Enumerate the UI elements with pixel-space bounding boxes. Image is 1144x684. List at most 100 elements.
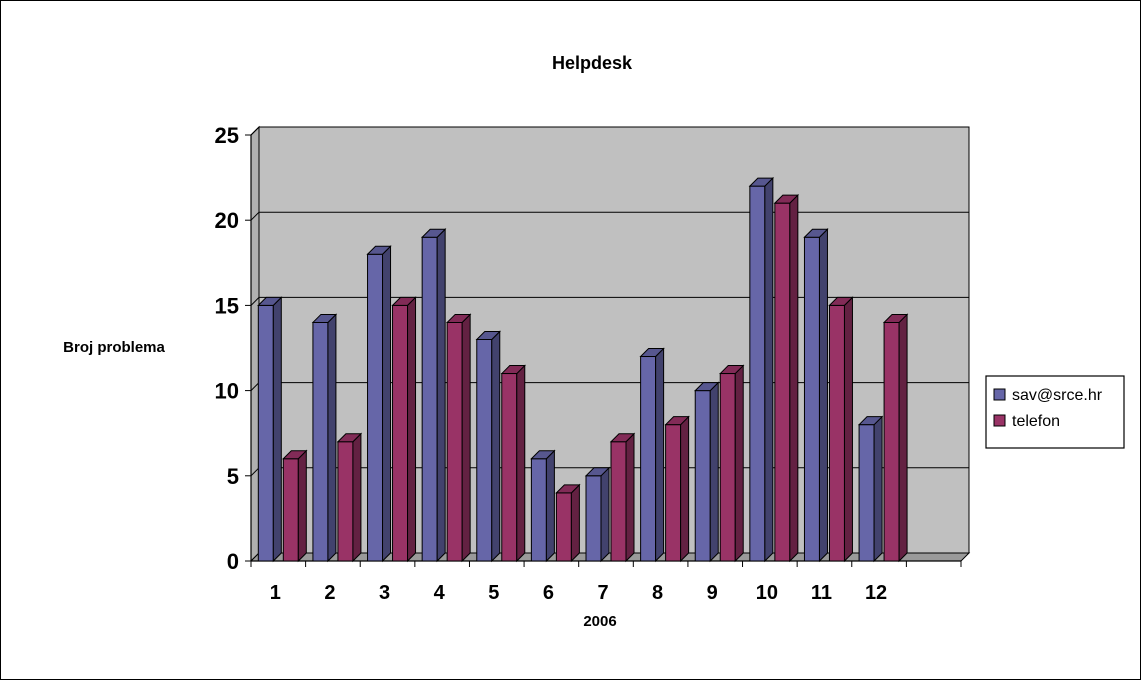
bar-front [312, 321, 329, 562]
bar-side [436, 228, 446, 563]
bar-front [828, 304, 845, 562]
bar-side [382, 245, 392, 563]
bar-side [709, 381, 719, 563]
legend-label-sav: sav@srce.hr [1012, 387, 1103, 404]
bar-front [367, 253, 384, 562]
bar-top [609, 433, 636, 443]
bar-top [311, 313, 338, 323]
gridline-side [250, 382, 260, 391]
bar-top [694, 382, 720, 392]
bar-side [680, 415, 690, 563]
bar-side [818, 228, 828, 563]
bar-top [530, 450, 556, 460]
bar-telefon-2 [336, 432, 363, 563]
bar-front [392, 304, 409, 562]
bar-front [337, 441, 354, 562]
bar-front [774, 202, 791, 562]
y-tick-label: 0 [227, 549, 239, 574]
legend-swatch-telefon [993, 414, 1006, 427]
bar-front [501, 373, 518, 562]
bar-telefon-7 [609, 432, 636, 563]
x-tick-label: 8 [652, 582, 663, 604]
bar-telefon-1 [282, 449, 308, 563]
y-axis-label: Broj problema [63, 339, 165, 356]
x-tick-label: 4 [434, 582, 446, 604]
x-tick-label: 5 [488, 582, 499, 604]
bar-front [749, 185, 766, 562]
gridline-side [250, 467, 260, 477]
gridline-side [250, 297, 260, 306]
x-tick-label: 7 [597, 582, 608, 604]
x-tick-label: 3 [379, 582, 390, 604]
bar-top [366, 245, 392, 255]
bar-front [640, 356, 657, 562]
bar-front [858, 424, 875, 562]
bar-side [327, 313, 337, 563]
bar-side [789, 193, 799, 563]
x-tick-label: 1 [270, 582, 281, 604]
legend-box [985, 375, 1125, 449]
bar-front [476, 338, 493, 562]
bar-front [694, 390, 711, 562]
bar-top [475, 330, 501, 340]
bar-front [530, 458, 547, 562]
bar-side [655, 347, 665, 563]
bar-telefon-9 [719, 364, 745, 563]
x-tick-label: 2 [324, 582, 335, 604]
x-axis-label: 2006 [583, 613, 616, 630]
bar-top [639, 348, 665, 358]
bar-front [446, 321, 463, 562]
bar-top [391, 296, 417, 306]
bar-sav-9 [694, 381, 720, 563]
bar-top [555, 484, 581, 494]
x-tick-label: 12 [865, 582, 887, 604]
bar-telefon-10 [773, 193, 800, 563]
bar-top [257, 296, 283, 306]
bar-side [491, 330, 501, 563]
bar-front [610, 441, 627, 562]
bar-telefon-5 [500, 364, 526, 563]
legend: sav@srce.hr telefon [985, 375, 1125, 449]
bar-side [625, 432, 635, 563]
bar-front [257, 304, 274, 562]
bar-side [297, 449, 307, 563]
bar-sav-11 [803, 228, 829, 563]
bar-telefon-3 [391, 296, 417, 563]
bar-sav-6 [530, 449, 556, 563]
bar-top [803, 228, 829, 238]
y-tick-label: 20 [215, 208, 239, 233]
bar-side [898, 313, 908, 563]
y-tick-label: 10 [215, 379, 239, 404]
bar-telefon-11 [828, 296, 854, 563]
bar-sav-4 [420, 228, 447, 563]
bar-front [719, 373, 736, 562]
legend-label-telefon: telefon [1012, 413, 1060, 430]
bar-top [282, 450, 308, 460]
x-tick-label: 6 [543, 582, 554, 604]
bar-telefon-8 [664, 415, 690, 563]
y-tick-label: 25 [215, 123, 239, 148]
bar-side [545, 449, 555, 563]
bar-sav-8 [639, 347, 665, 563]
bar-top [584, 467, 611, 477]
bar-side [407, 296, 417, 563]
x-tick-label: 11 [811, 582, 832, 604]
chart-title: Helpdesk [552, 53, 633, 73]
bar-side [272, 296, 282, 563]
bar-side [843, 296, 853, 563]
bar-top [445, 313, 472, 323]
bar-side [764, 176, 774, 563]
bar-side [461, 313, 471, 563]
bar-side [600, 466, 610, 563]
bar-front [282, 458, 299, 562]
plot-side-wall [250, 125, 260, 563]
gridline-side [250, 126, 260, 136]
bar-sav-10 [748, 176, 775, 563]
y-tick-label: 5 [227, 464, 239, 489]
bar-telefon-6 [555, 483, 581, 563]
bar-top [420, 228, 447, 238]
bar-top [773, 194, 800, 204]
bar-sav-1 [257, 296, 283, 563]
